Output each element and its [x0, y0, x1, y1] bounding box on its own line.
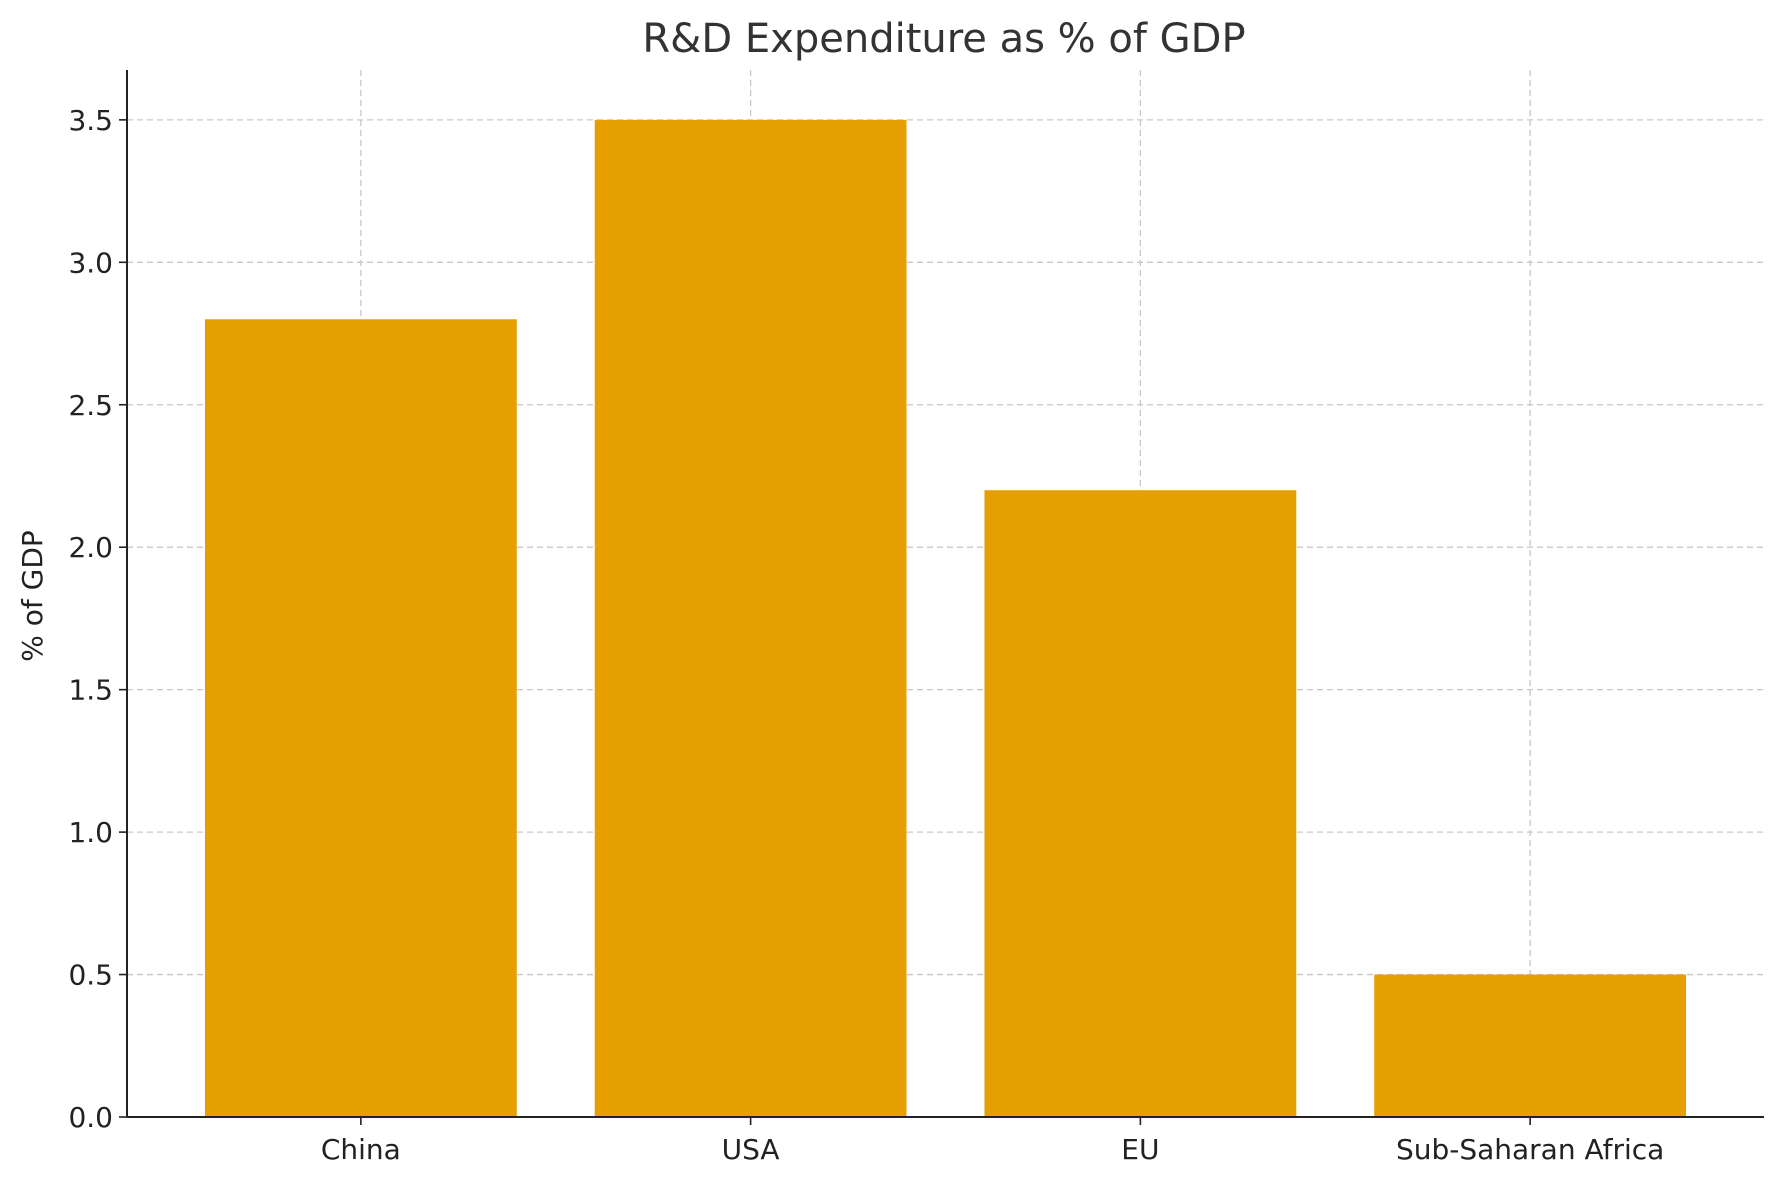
x-tick-label: USA — [722, 1133, 780, 1166]
y-tick-label: 2.5 — [68, 389, 113, 422]
y-tick-label: 3.5 — [68, 104, 113, 137]
y-tick-label: 1.5 — [68, 674, 113, 707]
tick-labels: 0.0 0.5 1.0 1.5 2.0 2.5 3.0 3.5 China USA EU Sub-Sa… — [68, 104, 1664, 1166]
bars — [204, 119, 1687, 1118]
x-tick-label: China — [321, 1133, 401, 1166]
bar-usa — [594, 119, 907, 1118]
x-tick-label: Sub-Saharan Africa — [1396, 1133, 1664, 1166]
y-tick-label: 0.0 — [68, 1101, 113, 1134]
y-tick-label: 1.0 — [68, 816, 113, 849]
bar-china — [204, 319, 517, 1117]
y-tick-label: 2.0 — [68, 531, 113, 564]
bar-eu — [984, 490, 1297, 1117]
chart-title: R&D Expenditure as % of GDP — [642, 16, 1245, 62]
x-tick-label: EU — [1121, 1133, 1159, 1166]
bar-sub-saharan-africa — [1374, 974, 1687, 1117]
y-tick-label: 0.5 — [68, 959, 113, 992]
y-tick-label: 3.0 — [68, 246, 113, 279]
y-axis-label: % of GDP — [16, 530, 49, 662]
axes — [119, 70, 1764, 1125]
